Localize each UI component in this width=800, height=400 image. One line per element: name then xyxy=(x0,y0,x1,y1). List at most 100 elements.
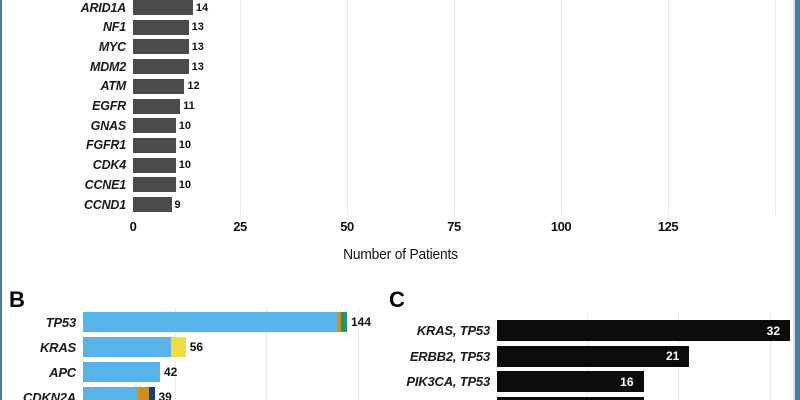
bar-segment-skyblue xyxy=(83,312,338,332)
bar xyxy=(133,137,176,153)
x-axis-tick: 25 xyxy=(233,219,247,234)
gene-label: ATM xyxy=(100,79,126,94)
value-label: 10 xyxy=(178,178,192,191)
gene-label: KRAS xyxy=(39,339,76,355)
bar-row: CDKN2A 39 xyxy=(0,387,172,400)
x-axis-tick: 125 xyxy=(657,219,679,234)
stacked-bar xyxy=(83,387,155,400)
bar-row: GNAS 10 xyxy=(0,118,191,134)
value-label: 39 xyxy=(158,390,172,400)
figure-right-border-inner xyxy=(793,0,795,400)
bar-row: KRAS, TP53 32 xyxy=(380,320,790,341)
gene-label: ARID1A xyxy=(80,0,127,15)
value-label: 10 xyxy=(178,159,192,172)
gene-label: GNAS xyxy=(90,118,127,133)
bar-row: ERBB2, TP53 21 xyxy=(380,345,690,367)
bar-row: KRAS 56 xyxy=(0,337,203,357)
figure-right-border xyxy=(795,0,800,400)
bar: 16 xyxy=(497,371,644,393)
gridline xyxy=(358,308,359,400)
value-label: 13 xyxy=(191,21,204,34)
x-axis-title: Number of Patients xyxy=(343,246,458,263)
gene-label: CCNE1 xyxy=(84,177,127,192)
bar xyxy=(133,118,176,134)
gene-pair-label: KRAS, TP53 xyxy=(416,323,490,338)
value-label: 16 xyxy=(620,374,634,389)
panel-b-label: B xyxy=(9,287,25,312)
gene-label: EGFR xyxy=(92,99,126,113)
gridline xyxy=(174,308,176,400)
bar-segment-orange xyxy=(337,312,342,332)
value-label: 21 xyxy=(665,349,680,364)
bar-row: CCNE1 10 xyxy=(0,177,192,193)
value-label: 32 xyxy=(766,323,780,338)
gridline xyxy=(266,308,268,400)
gene-pair-label: PIK3CA, TP53 xyxy=(406,374,490,390)
bar-row: EGFR 11 xyxy=(0,98,195,114)
bar xyxy=(133,39,189,55)
x-axis-tick: 50 xyxy=(340,219,354,234)
gene-label: CDKN2A xyxy=(23,389,76,400)
value-label: 11 xyxy=(183,100,195,112)
bar: 21 xyxy=(497,345,690,367)
stacked-bar xyxy=(83,337,186,357)
bar: 32 xyxy=(497,320,790,341)
stacked-bar xyxy=(83,362,160,382)
bar xyxy=(133,59,189,75)
stacked-bar xyxy=(83,312,347,332)
gridline xyxy=(454,0,455,215)
bar xyxy=(133,177,176,193)
gene-label: NF1 xyxy=(102,20,126,35)
gene-label: APC xyxy=(49,364,76,380)
gridline xyxy=(769,313,771,400)
bar xyxy=(133,0,193,15)
bar-row: NF1 13 xyxy=(0,19,204,35)
value-label: 12 xyxy=(187,80,200,93)
gridline xyxy=(240,0,241,215)
gridline xyxy=(347,0,348,215)
bar-row: ATM 12 xyxy=(0,78,200,94)
value-label: 14 xyxy=(195,1,209,14)
panel-c-label: C xyxy=(389,287,405,312)
bar-row: FGFR1 10 xyxy=(0,137,192,153)
gene-label: CCND1 xyxy=(83,197,126,212)
value-label: 144 xyxy=(350,315,372,329)
bar-row: CCND1 9 xyxy=(0,197,181,212)
bar-segment-skyblue xyxy=(83,362,160,382)
bar-row: CDK4 10 xyxy=(0,157,192,173)
gene-label: MYC xyxy=(98,39,126,54)
bar-segment-navy xyxy=(149,387,155,400)
bar-row: MDM2 13 xyxy=(0,59,204,75)
gene-label: CDK4 xyxy=(92,158,126,173)
bar-row: TP53 144 xyxy=(0,312,371,332)
x-axis-tick: 75 xyxy=(447,219,461,234)
gridline xyxy=(561,0,562,215)
gridline xyxy=(586,313,588,400)
bar-row: PIK3CA, TP53 16 xyxy=(380,371,644,393)
value-label: 13 xyxy=(191,60,204,73)
gridline xyxy=(668,0,669,215)
gene-label: FGFR1 xyxy=(86,138,126,153)
x-axis-tick: 100 xyxy=(550,219,572,234)
bar-segment-skyblue xyxy=(83,387,138,400)
gridline xyxy=(678,313,680,400)
gene-label: MDM2 xyxy=(89,59,126,74)
bar-segment-orange xyxy=(138,387,149,400)
value-label: 56 xyxy=(189,340,204,354)
bar xyxy=(133,78,185,94)
figure-left-border xyxy=(0,0,2,400)
x-axis-tick: 0 xyxy=(129,219,137,234)
gene-label: TP53 xyxy=(45,314,76,330)
bar-segment-skyblue xyxy=(83,337,171,357)
value-label: 9 xyxy=(174,198,181,211)
bar xyxy=(133,98,181,114)
gridline xyxy=(775,0,776,215)
value-label: 10 xyxy=(178,139,192,152)
